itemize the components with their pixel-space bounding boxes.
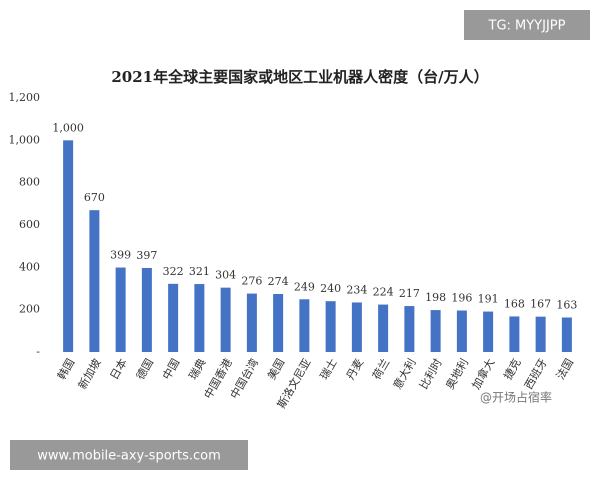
x-tick-label: 法国 bbox=[553, 356, 576, 382]
bar bbox=[351, 302, 362, 352]
y-tick-label: 400 bbox=[19, 260, 40, 273]
x-tick-label: 新加坡 bbox=[75, 356, 104, 392]
bar bbox=[325, 301, 336, 352]
x-tick-label: 韩国 bbox=[54, 356, 77, 382]
x-tick-label: 中国 bbox=[160, 357, 182, 383]
x-tick-label: 荷兰 bbox=[370, 357, 392, 383]
bar bbox=[63, 140, 74, 352]
value-label: 191 bbox=[478, 293, 499, 306]
value-label: 249 bbox=[294, 280, 315, 293]
value-label: 304 bbox=[215, 269, 236, 282]
bar bbox=[561, 317, 572, 352]
x-tick-label: 瑞典 bbox=[185, 356, 208, 382]
tag: TG: MYYJJPP bbox=[488, 19, 566, 34]
value-label: 397 bbox=[136, 249, 157, 262]
y-tick-label: 1,200 bbox=[9, 91, 41, 104]
bar bbox=[430, 310, 441, 352]
bar bbox=[246, 293, 257, 352]
bar bbox=[89, 210, 100, 352]
x-tick-label: 比利时 bbox=[417, 357, 445, 392]
bar bbox=[483, 311, 494, 352]
y-tick-label: 200 bbox=[19, 303, 40, 316]
x-tick-label: 加拿大 bbox=[469, 356, 498, 392]
bar bbox=[141, 267, 152, 352]
x-tick-label: 丹麦 bbox=[344, 357, 366, 383]
bar bbox=[115, 267, 126, 352]
bar bbox=[456, 310, 467, 352]
x-tick-label: 美国 bbox=[265, 357, 287, 383]
watermark: @开场占宿率 bbox=[480, 390, 552, 405]
value-label: 234 bbox=[346, 283, 367, 296]
value-label: 167 bbox=[530, 298, 551, 311]
bar bbox=[378, 304, 389, 352]
x-tick-label: 瑞士 bbox=[317, 356, 340, 382]
bar bbox=[220, 287, 231, 352]
x-tick-label: 奥地利 bbox=[442, 356, 471, 392]
y-tick-label: 800 bbox=[19, 176, 40, 189]
bar bbox=[194, 284, 205, 352]
value-label: 198 bbox=[425, 291, 446, 304]
value-label: 163 bbox=[556, 298, 577, 311]
x-tick-label: 西班牙 bbox=[522, 357, 550, 392]
url-box bbox=[10, 440, 248, 470]
y-tick-label: - bbox=[36, 345, 40, 358]
value-label: 274 bbox=[268, 275, 289, 288]
bar bbox=[535, 316, 546, 352]
value-label: 670 bbox=[84, 191, 105, 204]
y-tick-label: 600 bbox=[19, 218, 40, 231]
value-label: 240 bbox=[320, 282, 341, 295]
value-label: 1,000 bbox=[52, 121, 84, 134]
bar bbox=[168, 283, 179, 352]
value-label: 224 bbox=[373, 286, 394, 299]
x-tick-label: 德国 bbox=[133, 356, 156, 382]
x-tick-label: 捷克 bbox=[500, 356, 523, 382]
tag-box bbox=[464, 10, 590, 40]
chart-title: 2021年全球主要国家或地区工业机器人密度（台/万人） bbox=[111, 68, 488, 86]
url: www.mobile-axy-sports.com bbox=[37, 449, 221, 464]
bar bbox=[509, 316, 520, 352]
value-label: 196 bbox=[451, 292, 472, 305]
x-tick-label: 意大利 bbox=[390, 356, 419, 392]
y-tick-label: 1,000 bbox=[9, 133, 41, 146]
bar bbox=[299, 299, 310, 352]
value-label: 321 bbox=[189, 265, 210, 278]
value-label: 217 bbox=[399, 287, 420, 300]
x-tick-label: 日本 bbox=[107, 356, 130, 382]
bar bbox=[273, 294, 284, 352]
bar bbox=[404, 306, 415, 352]
value-label: 168 bbox=[504, 297, 525, 310]
value-label: 276 bbox=[241, 275, 262, 288]
value-label: 322 bbox=[163, 265, 184, 278]
value-label: 399 bbox=[110, 249, 131, 262]
